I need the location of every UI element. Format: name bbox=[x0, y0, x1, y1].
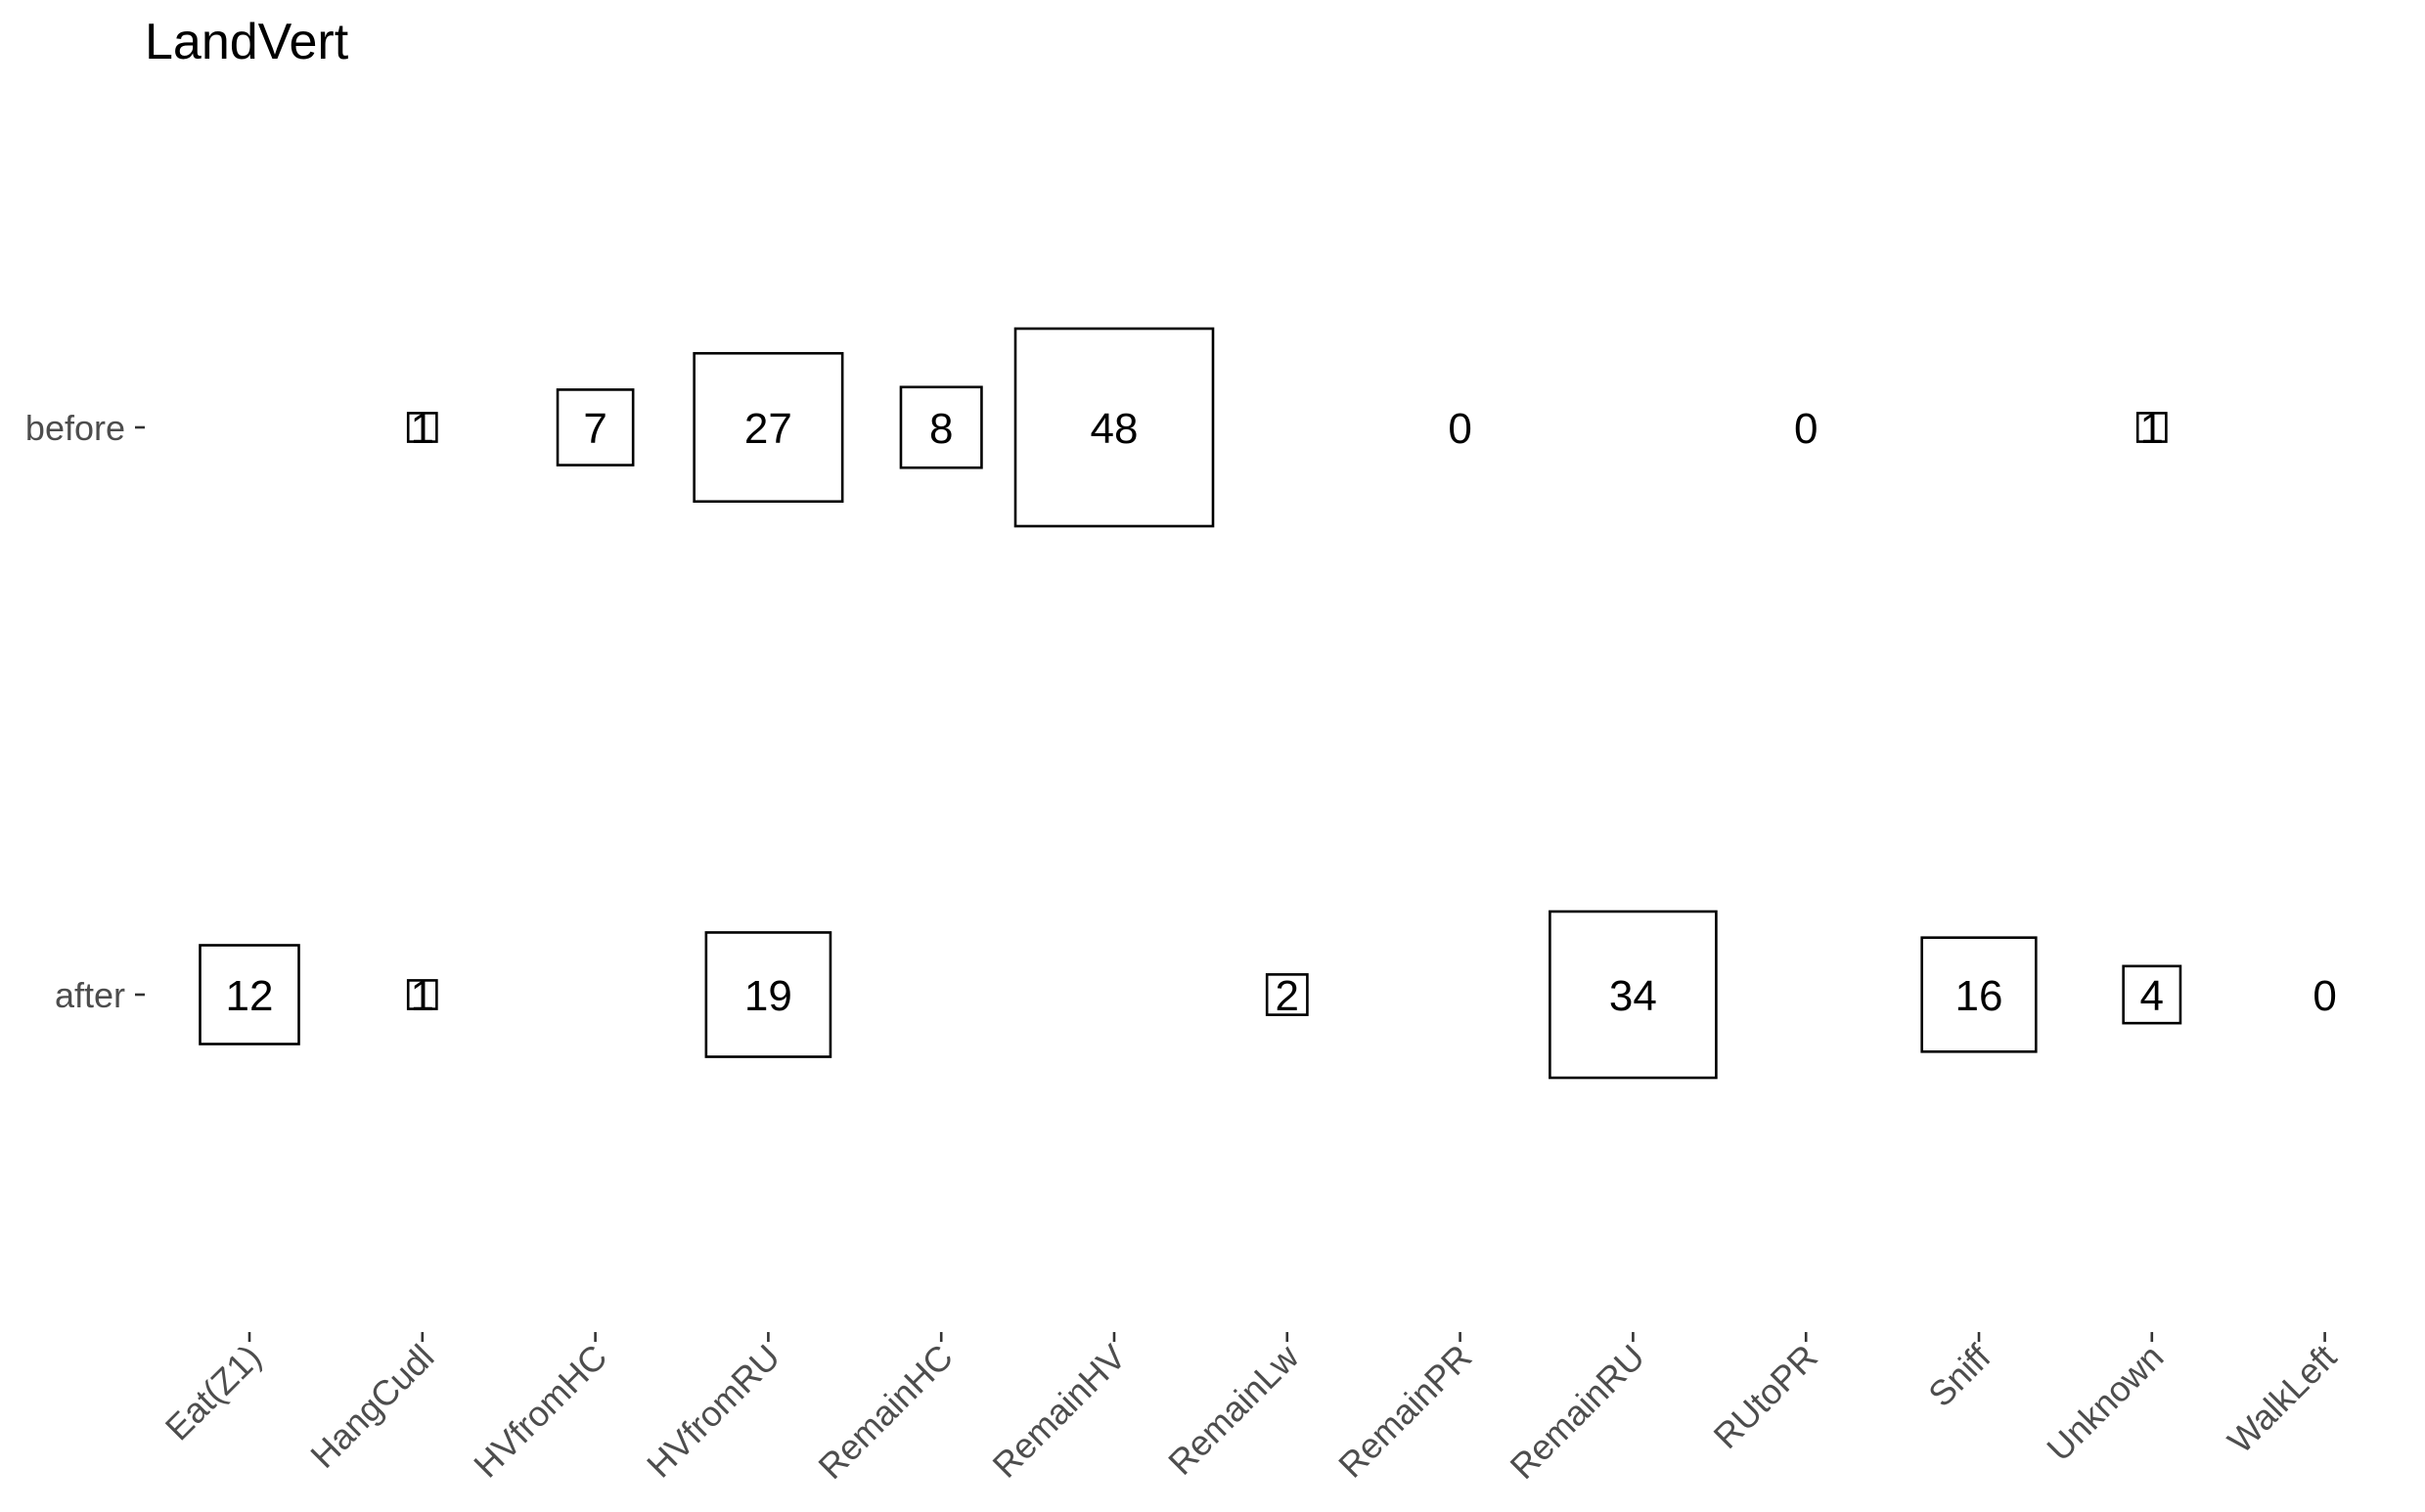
y-axis: before after bbox=[25, 408, 145, 1015]
x-tick-label: RemainHC bbox=[810, 1337, 960, 1487]
cell-after-3 bbox=[704, 931, 832, 1058]
x-tick-label: RUtoPR bbox=[1706, 1337, 1825, 1456]
x-axis: Eat(Z1) HangCudl HVfromHC HVfromRU RemainHC R… bbox=[157, 1332, 2344, 1487]
cell-value: 34 bbox=[1609, 972, 1657, 1020]
cell-after-8 bbox=[1549, 910, 1718, 1080]
cell-before-2 bbox=[556, 388, 635, 467]
cell-value: 4 bbox=[2140, 972, 2164, 1020]
cell-after-1 bbox=[406, 979, 438, 1010]
x-tick-label: WalkLeft bbox=[2220, 1337, 2344, 1461]
cell-value: 27 bbox=[744, 405, 792, 453]
x-tick-label: Sniff bbox=[1920, 1336, 1998, 1414]
cell-value: 0 bbox=[1794, 405, 1818, 453]
cell-before-3 bbox=[693, 351, 844, 504]
cell-value: 1 bbox=[411, 405, 434, 453]
cell-before-4 bbox=[899, 385, 983, 469]
y-tick-label: before bbox=[25, 408, 125, 448]
cell-after-10 bbox=[1920, 936, 2038, 1053]
cell-value: 1 bbox=[2140, 405, 2164, 453]
cell-value: 0 bbox=[1448, 405, 1471, 453]
cell-before-11 bbox=[2135, 412, 2168, 443]
cell-value: 7 bbox=[583, 405, 606, 453]
y-tick-label: after bbox=[55, 975, 125, 1015]
cell-value: 12 bbox=[226, 972, 274, 1020]
cell-value: 48 bbox=[1091, 405, 1139, 453]
cell-before-5 bbox=[1013, 327, 1215, 528]
cell-value: 0 bbox=[2313, 972, 2336, 1020]
chart-title: LandVert bbox=[145, 14, 349, 70]
cell-value: 19 bbox=[744, 972, 792, 1020]
x-tick-label: Unknown bbox=[2039, 1337, 2171, 1469]
plot-area: 1 7 27 8 48 0 0 1 12 1 19 2 34 16 4 0 bbox=[199, 327, 2337, 1080]
x-tick-label: HVfromHC bbox=[466, 1337, 614, 1486]
cell-after-6 bbox=[1265, 973, 1309, 1016]
x-tick-label: RemainPR bbox=[1330, 1337, 1479, 1486]
cell-after-11 bbox=[2122, 964, 2182, 1025]
x-tick-label: HangCudl bbox=[302, 1337, 441, 1476]
x-tick-label: HVfromRU bbox=[639, 1337, 787, 1486]
cell-value: 2 bbox=[1276, 972, 1299, 1020]
cell-value: 1 bbox=[411, 972, 434, 1020]
cell-before-1 bbox=[406, 412, 438, 443]
x-tick-label: Eat(Z1) bbox=[157, 1337, 269, 1448]
x-tick-label: RemainRU bbox=[1503, 1337, 1652, 1487]
cell-value: 16 bbox=[1955, 972, 2003, 1020]
cell-value: 8 bbox=[929, 405, 953, 453]
cell-after-0 bbox=[199, 944, 300, 1045]
x-tick-label: RemainLw bbox=[1160, 1336, 1307, 1483]
x-tick-label: RemainHV bbox=[985, 1337, 1134, 1486]
